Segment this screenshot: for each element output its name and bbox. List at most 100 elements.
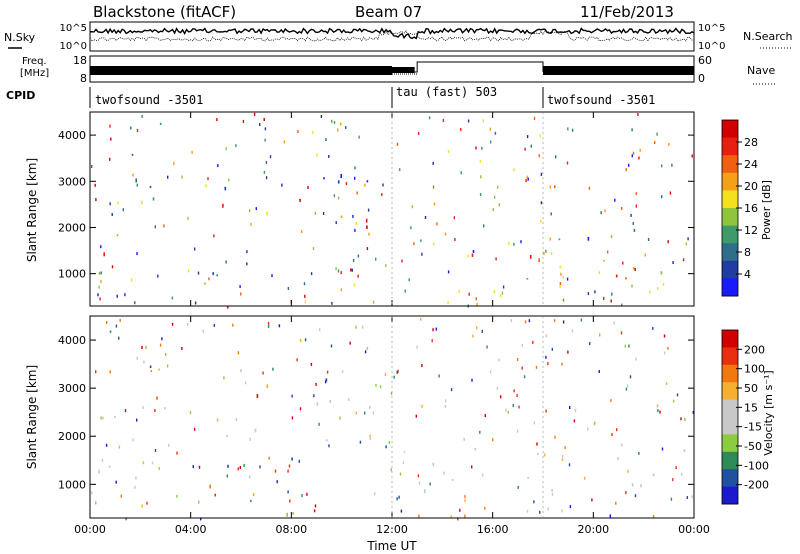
data-cell — [244, 381, 247, 385]
data-cell — [632, 151, 635, 155]
data-cell — [432, 161, 434, 165]
data-cell — [276, 480, 278, 484]
data-cell — [530, 144, 532, 148]
data-cell — [538, 154, 540, 158]
data-cell — [328, 155, 330, 158]
data-cell — [670, 497, 673, 501]
data-cell — [340, 174, 342, 179]
data-cell — [125, 517, 127, 521]
data-cell — [672, 261, 674, 264]
data-cell — [224, 186, 227, 191]
data-cell — [587, 427, 589, 431]
velocity-colorbar: 200 100 50 15 -15 -50 -100 -200 — [721, 329, 769, 505]
data-cell — [691, 154, 693, 158]
data-cell — [610, 299, 612, 303]
data-cell — [484, 414, 486, 418]
data-cell — [181, 175, 183, 179]
data-cell — [243, 463, 245, 467]
data-cell — [692, 410, 694, 414]
data-cell — [340, 271, 342, 275]
data-cell — [533, 500, 535, 504]
data-cell — [264, 138, 266, 142]
data-cell — [278, 324, 281, 328]
data-cell — [459, 508, 461, 512]
data-cell — [416, 345, 418, 349]
data-cell — [98, 271, 101, 275]
data-cell — [540, 201, 543, 205]
data-cell — [560, 272, 562, 276]
data-cell — [366, 346, 369, 350]
data-cell — [141, 200, 143, 205]
data-cell — [319, 328, 321, 332]
data-cell — [100, 245, 102, 249]
nave-line — [392, 61, 544, 73]
x-tick-label: 04:00 — [175, 523, 207, 536]
data-cell — [390, 468, 392, 472]
data-cell — [476, 302, 478, 306]
data-cell — [119, 318, 121, 322]
data-cell — [187, 216, 189, 220]
velocity-panel: 1000 2000 3000 4000 00:00 04:00 08:00 12:00 16:… — [25, 315, 710, 553]
data-cell — [314, 504, 317, 508]
data-cell — [625, 277, 627, 280]
data-cell — [588, 186, 591, 190]
data-cell — [521, 343, 523, 347]
data-cell — [444, 399, 447, 403]
data-cell — [91, 165, 93, 168]
data-cell — [526, 509, 529, 513]
data-cell — [246, 250, 248, 254]
data-cell — [494, 195, 496, 199]
data-cell — [549, 185, 551, 189]
data-cell — [545, 409, 547, 413]
colorbar-tick-label: 50 — [744, 382, 758, 395]
data-cell — [134, 301, 136, 305]
data-cell — [561, 362, 563, 366]
data-cell — [447, 149, 450, 153]
data-cell — [198, 465, 201, 469]
data-cell — [337, 196, 340, 200]
data-cell — [288, 464, 291, 468]
data-cell — [216, 418, 219, 422]
data-cell — [307, 186, 309, 189]
data-cell — [551, 492, 554, 496]
data-cell — [550, 251, 553, 255]
data-cell — [187, 269, 190, 273]
y-tick-label: 4000 — [58, 129, 86, 142]
data-cell — [357, 254, 360, 258]
data-cell — [683, 449, 686, 452]
data-cell — [615, 274, 618, 278]
data-cell — [620, 331, 623, 335]
x-tick-label: 08:00 — [275, 523, 307, 536]
data-cell — [368, 232, 370, 236]
data-cell — [361, 325, 364, 329]
data-cell — [551, 489, 553, 492]
data-cell — [553, 319, 556, 323]
data-cell — [313, 394, 315, 398]
data-cell — [132, 438, 134, 442]
data-cell — [142, 406, 144, 409]
data-cell — [176, 451, 178, 455]
y-tick-label: 2000 — [58, 430, 86, 443]
data-cell — [555, 155, 557, 159]
data-cell — [626, 384, 629, 388]
data-cell — [562, 320, 565, 324]
data-cell — [547, 362, 549, 366]
data-cell — [287, 287, 290, 290]
data-cell — [472, 250, 475, 253]
data-cell — [538, 258, 540, 262]
data-cell — [255, 207, 257, 211]
cpid-segment-3: twofsound -3501 — [547, 93, 655, 107]
data-cell — [464, 514, 466, 518]
data-cell — [134, 485, 136, 489]
data-cell — [527, 477, 529, 479]
data-cell — [464, 495, 466, 499]
data-cell — [331, 301, 333, 305]
data-cell — [536, 442, 538, 446]
velocity-x-axis: 00:00 04:00 08:00 12:00 16:00 20:00 00:00 — [74, 316, 710, 536]
y-tick-label: 3000 — [58, 175, 86, 188]
data-cell — [118, 445, 121, 449]
power-ylabel: Slant Range [km] — [25, 158, 39, 262]
data-cell — [420, 239, 422, 242]
colorbar-swatch — [722, 120, 738, 139]
sky-noise-trace — [89, 27, 695, 42]
